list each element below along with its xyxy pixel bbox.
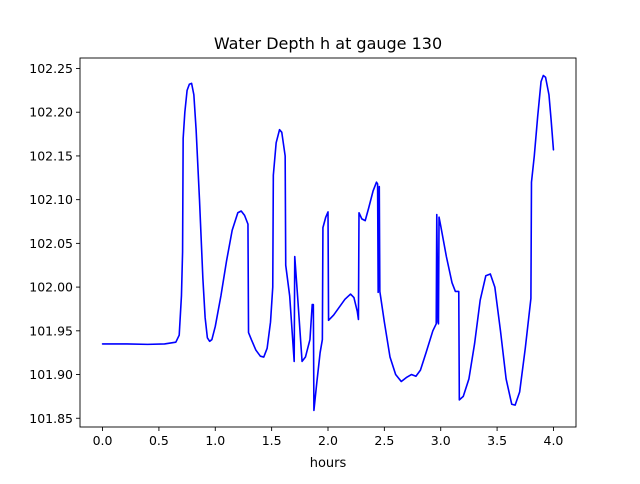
x-tick-label: 0.0 (93, 433, 113, 448)
y-tick-label: 102.00 (29, 280, 73, 295)
x-tick-label: 2.0 (318, 433, 338, 448)
x-axis-label: hours (310, 456, 347, 471)
y-tick-label: 102.10 (29, 192, 73, 207)
x-tick-label: 4.0 (544, 433, 564, 448)
series-line-0 (101, 74, 555, 412)
x-tick-label: 3.5 (487, 433, 507, 448)
y-tick-label: 102.05 (29, 236, 73, 251)
x-tick-label: 3.0 (431, 433, 451, 448)
y-tick-label: 101.95 (29, 323, 73, 338)
x-tick-label: 1.0 (205, 433, 225, 448)
y-tick-label: 101.90 (29, 367, 73, 382)
x-tick-label: 0.5 (149, 433, 169, 448)
chart-title: Water Depth h at gauge 130 (214, 34, 442, 53)
x-tick-label: 2.5 (374, 433, 394, 448)
series-layer (101, 74, 555, 412)
x-tick-label: 1.5 (262, 433, 282, 448)
axes-layer: 0.0 0.5 1.0 1.5 2.0 2.5 3.0 3.5 4.0 101.85 101.90 1… (29, 57, 577, 448)
y-tick-label: 102.20 (29, 105, 73, 120)
y-tick-label: 101.85 (29, 411, 73, 426)
y-tick-label: 102.25 (29, 61, 73, 76)
y-tick-label: 102.15 (29, 148, 73, 163)
